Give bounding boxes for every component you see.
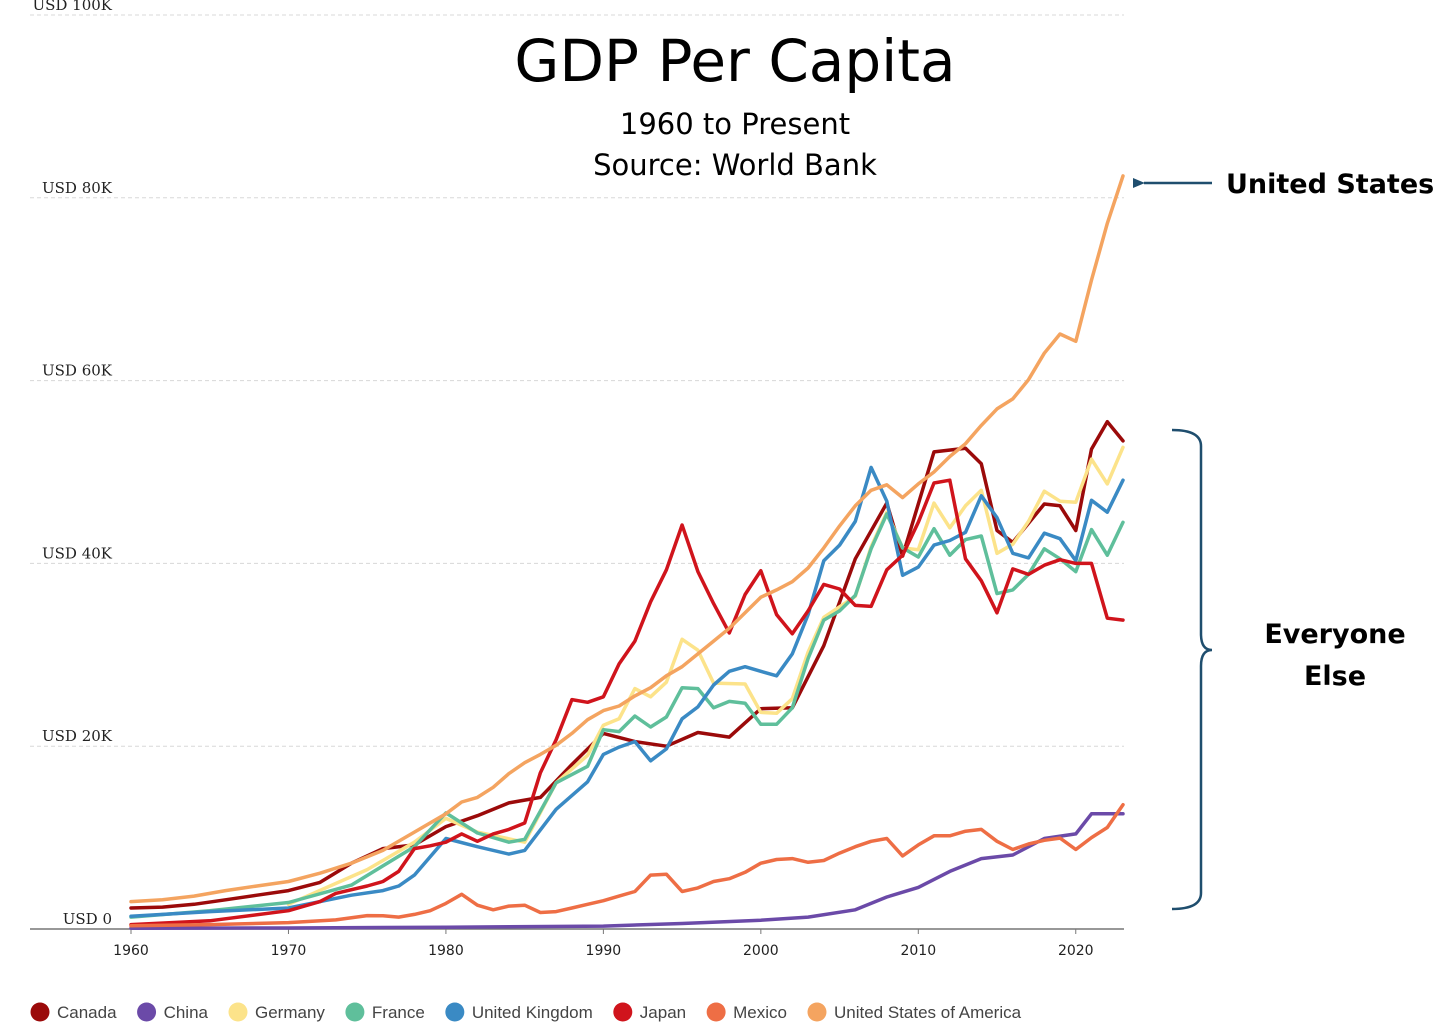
series-line-france (129, 512, 1125, 919)
x-tick-label: 1970 (271, 943, 307, 959)
y-tick-label: USD 20K (42, 727, 113, 745)
legend-label-japan: Japan (640, 1003, 686, 1022)
legend-label-united-states-of-america: United States of America (834, 1003, 1022, 1022)
series-line-germany (286, 445, 1125, 907)
series-line-china (129, 812, 1125, 930)
legend-label-china: China (164, 1003, 209, 1022)
legend-swatch-united-kingdom (445, 1002, 465, 1022)
y-axis: USD 0 USD 20K USD 40K USD 60K USD 80K USD 100… (32, 0, 112, 928)
everyone-else-annotation-line-1: Everyone (1264, 619, 1405, 650)
gridlines (30, 14, 1124, 747)
x-tick-label: 2010 (900, 943, 936, 959)
series-lines (129, 174, 1125, 930)
legend-swatch-france (345, 1002, 365, 1022)
x-tick-label: 1960 (113, 943, 149, 959)
chart-title: GDP Per Capita (514, 27, 955, 95)
y-tick-label: USD 60K (42, 362, 113, 380)
legend-label-canada: Canada (57, 1003, 117, 1022)
y-tick-label: USD 100K (32, 0, 112, 14)
legend: Canada China Germany France United Kingdom Ja… (30, 1002, 1022, 1022)
legend-swatch-mexico (706, 1002, 726, 1022)
series-line-united-states-of-america (129, 174, 1125, 904)
legend-swatch-germany (228, 1002, 248, 1022)
series-line-japan (129, 478, 1125, 927)
chart-subtitle-line-2: Source: World Bank (593, 148, 877, 182)
y-tick-label: USD 0 (63, 910, 112, 928)
everyone-else-bracket (1171, 428, 1213, 911)
x-axis: 1960 1970 1980 1990 2000 2010 2020 (113, 929, 1094, 959)
legend-label-france: France (372, 1003, 425, 1022)
everyone-else-annotation-line-2: Else (1304, 661, 1366, 692)
y-tick-label: USD 80K (42, 179, 113, 197)
x-tick-label: 2000 (743, 943, 779, 959)
legend-swatch-canada (30, 1002, 50, 1022)
x-tick-label: 1990 (586, 943, 622, 959)
legend-swatch-united-states-of-america (807, 1002, 827, 1022)
series-line-united-kingdom (129, 465, 1125, 918)
legend-label-mexico: Mexico (733, 1003, 787, 1022)
chart-subtitle-line-1: 1960 to Present (620, 107, 850, 141)
series-line-canada (129, 419, 1125, 910)
series-line-mexico (129, 802, 1125, 928)
united-states-annotation: United States (1226, 169, 1434, 200)
legend-label-united-kingdom: United Kingdom (472, 1003, 593, 1022)
legend-swatch-japan (613, 1002, 633, 1022)
x-tick-label: 2020 (1058, 943, 1094, 959)
legend-label-germany: Germany (255, 1003, 325, 1022)
legend-swatch-china (137, 1002, 157, 1022)
y-tick-label: USD 40K (42, 544, 113, 562)
x-tick-label: 1980 (428, 943, 464, 959)
